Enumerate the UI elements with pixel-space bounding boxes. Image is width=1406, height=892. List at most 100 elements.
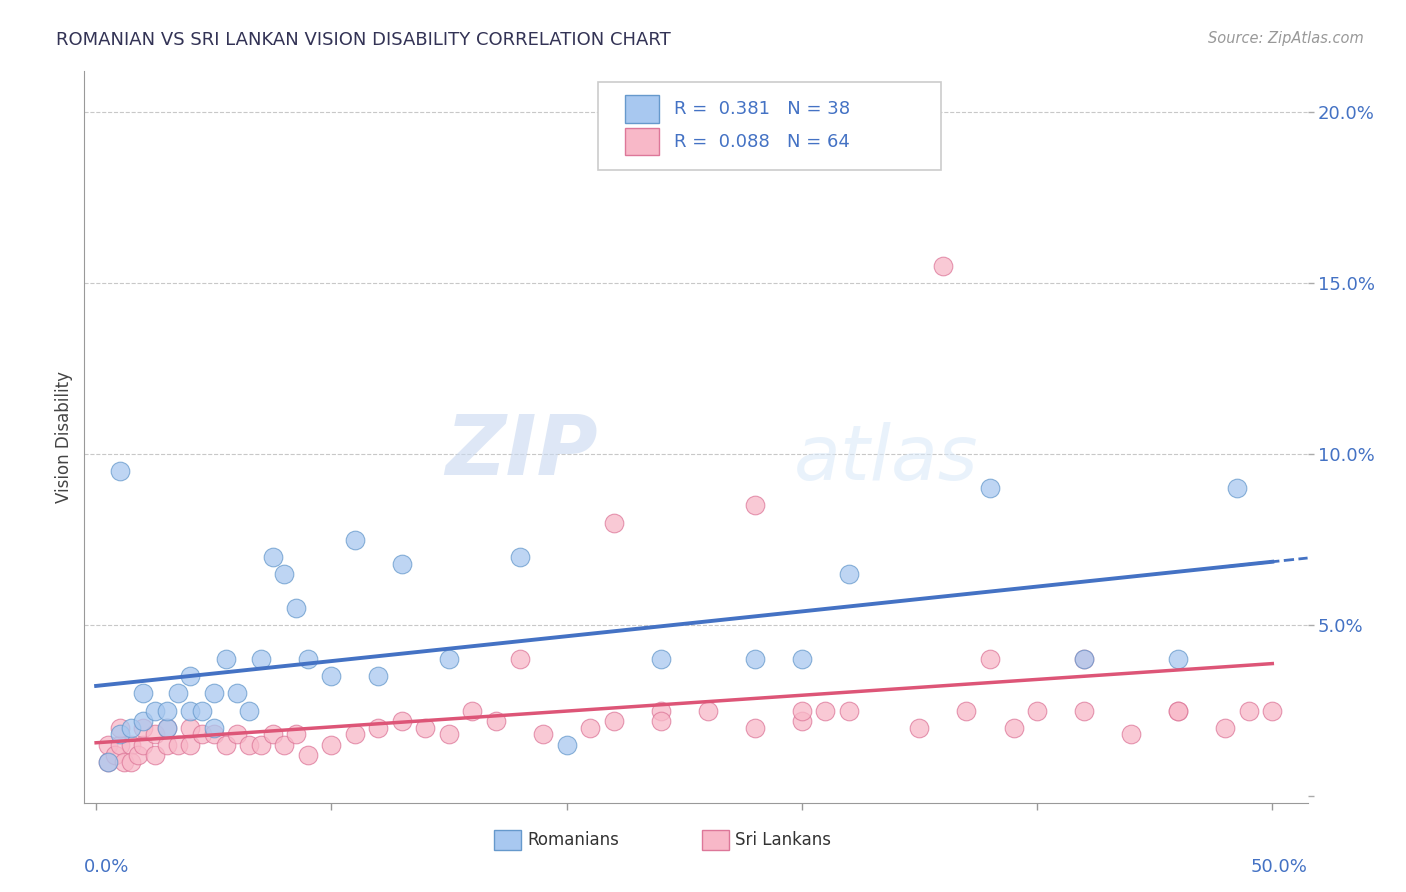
Point xyxy=(108,464,131,478)
Point xyxy=(226,727,249,741)
Point xyxy=(120,721,142,735)
Point xyxy=(343,533,366,547)
Point xyxy=(485,714,508,728)
Point xyxy=(120,755,142,769)
Point xyxy=(650,714,672,728)
Text: Romanians: Romanians xyxy=(527,831,619,849)
Point xyxy=(1167,704,1189,718)
Point xyxy=(531,727,554,741)
Point xyxy=(226,686,249,700)
Point xyxy=(108,727,131,741)
Point xyxy=(238,738,260,752)
Point xyxy=(97,755,120,769)
FancyBboxPatch shape xyxy=(626,95,659,122)
Point xyxy=(367,669,389,683)
Point xyxy=(602,714,624,728)
Point xyxy=(262,549,284,564)
Point xyxy=(1073,652,1095,666)
Point xyxy=(1073,652,1095,666)
Point xyxy=(321,738,343,752)
Point xyxy=(179,704,201,718)
Text: Sri Lankans: Sri Lankans xyxy=(735,831,831,849)
Point xyxy=(214,652,236,666)
Point xyxy=(932,259,955,273)
FancyBboxPatch shape xyxy=(494,830,522,850)
Point xyxy=(179,721,201,735)
Point xyxy=(1237,704,1260,718)
Point xyxy=(509,549,531,564)
Point xyxy=(391,714,413,728)
Point xyxy=(179,738,201,752)
Point xyxy=(1026,704,1049,718)
Point xyxy=(1002,721,1025,735)
Point xyxy=(156,704,179,718)
Text: ROMANIAN VS SRI LANKAN VISION DISABILITY CORRELATION CHART: ROMANIAN VS SRI LANKAN VISION DISABILITY… xyxy=(56,31,671,49)
Point xyxy=(461,704,484,718)
Point xyxy=(202,721,225,735)
Point xyxy=(262,727,284,741)
Point xyxy=(156,738,179,752)
Point xyxy=(108,738,131,752)
Point xyxy=(391,557,413,571)
Point xyxy=(249,652,271,666)
Point xyxy=(1073,704,1095,718)
Point xyxy=(979,652,1001,666)
Point xyxy=(132,686,155,700)
Point xyxy=(285,727,308,741)
Text: R =  0.088   N = 64: R = 0.088 N = 64 xyxy=(673,133,849,151)
Point xyxy=(97,755,120,769)
Point xyxy=(602,516,624,530)
FancyBboxPatch shape xyxy=(626,128,659,155)
Point xyxy=(555,738,578,752)
Point xyxy=(790,714,813,728)
Point xyxy=(297,747,319,762)
Point xyxy=(285,601,308,615)
Point xyxy=(437,727,460,741)
Point xyxy=(167,686,190,700)
Point xyxy=(143,747,166,762)
Point xyxy=(127,747,149,762)
Point xyxy=(202,727,225,741)
Point xyxy=(744,499,766,513)
Point xyxy=(415,721,437,735)
Point xyxy=(1121,727,1143,741)
Point xyxy=(908,721,931,735)
Point xyxy=(790,652,813,666)
Point xyxy=(238,704,260,718)
Point xyxy=(156,721,179,735)
Point xyxy=(509,652,531,666)
Point xyxy=(838,566,860,581)
Point xyxy=(120,738,142,752)
Text: 50.0%: 50.0% xyxy=(1251,858,1308,876)
Point xyxy=(838,704,860,718)
Point xyxy=(790,704,813,718)
Point xyxy=(249,738,271,752)
Point xyxy=(650,704,672,718)
Point xyxy=(1261,704,1284,718)
Text: atlas: atlas xyxy=(794,422,979,496)
Point xyxy=(143,704,166,718)
Text: 0.0%: 0.0% xyxy=(84,858,129,876)
Point xyxy=(650,652,672,666)
FancyBboxPatch shape xyxy=(702,830,728,850)
Point xyxy=(744,721,766,735)
Text: ZIP: ZIP xyxy=(446,411,598,492)
Point xyxy=(579,721,602,735)
Point xyxy=(955,704,977,718)
Point xyxy=(191,704,214,718)
Point xyxy=(214,738,236,752)
Point xyxy=(696,704,718,718)
Point xyxy=(97,738,120,752)
Point xyxy=(202,686,225,700)
Point xyxy=(156,721,179,735)
Point xyxy=(1167,704,1189,718)
Point xyxy=(273,738,295,752)
Point xyxy=(814,704,837,718)
Point xyxy=(143,727,166,741)
Point xyxy=(744,652,766,666)
Point xyxy=(979,481,1001,495)
Point xyxy=(132,721,155,735)
Point xyxy=(104,747,127,762)
FancyBboxPatch shape xyxy=(598,82,941,170)
Point xyxy=(132,714,155,728)
